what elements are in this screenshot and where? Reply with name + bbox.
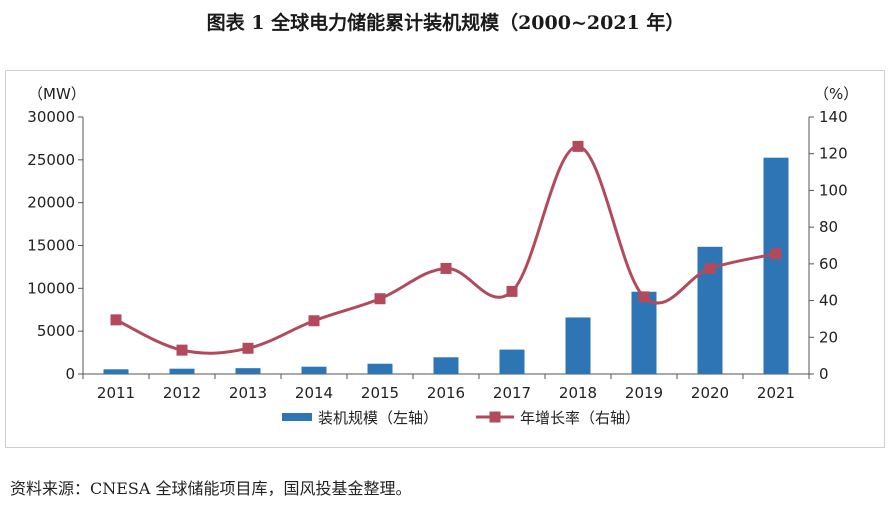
right-axis-unit: （%）	[814, 85, 858, 103]
right-tick-label: 80	[819, 218, 838, 236]
bar-2021	[763, 157, 789, 374]
left-tick-label: 25000	[27, 151, 75, 169]
growth-rate-line	[115, 144, 777, 355]
right-tick-label: 0	[819, 365, 829, 383]
x-tick-label: 2018	[559, 384, 597, 402]
growth-point-2020	[704, 262, 716, 274]
bar-2019	[631, 291, 657, 374]
left-tick-label: 5000	[37, 322, 75, 340]
combo-chart: 0 5000 10000 15000 20000 25000 30000 0 20 40 60 80 1…	[27, 85, 858, 427]
left-tick-label: 30000	[27, 108, 75, 126]
legend-bar-swatch	[282, 413, 312, 421]
x-tick-label: 2014	[295, 384, 333, 402]
x-tick-label: 2012	[163, 384, 201, 402]
chart-title: 图表 1 全球电力储能累计装机规模（2000~2021 年）	[206, 12, 685, 34]
x-tick-label: 2015	[361, 384, 399, 402]
bar-2016	[433, 357, 459, 374]
x-tick-label: 2017	[493, 384, 531, 402]
legend-bar-label: 装机规模（左轴）	[318, 409, 438, 427]
left-tick-label: 15000	[27, 237, 75, 255]
growth-point-2015	[374, 293, 386, 305]
bar-2018	[565, 317, 591, 374]
chart-frame: 0 5000 10000 15000 20000 25000 30000 0 20 40 60 80 1…	[5, 70, 885, 448]
growth-point-2012	[176, 344, 188, 356]
growth-point-2013	[242, 342, 254, 354]
right-tick-label: 100	[819, 181, 848, 199]
bar-2011	[103, 369, 129, 374]
bar-2015	[367, 363, 393, 374]
right-tick-label: 40	[819, 292, 838, 310]
growth-point-2014	[308, 315, 320, 327]
right-tick-label: 60	[819, 255, 838, 273]
left-tick-label: 0	[65, 365, 75, 383]
legend-line-marker	[489, 411, 501, 423]
growth-point-2016	[440, 262, 452, 274]
right-tick-label: 120	[819, 145, 848, 163]
bar-2017	[499, 349, 525, 374]
source-note: 资料来源：CNESA 全球储能项目库，国风投基金整理。	[10, 479, 412, 498]
right-tick-label: 140	[819, 108, 848, 126]
left-axis-unit: （MW）	[28, 85, 86, 103]
x-tick-label: 2021	[757, 384, 795, 402]
bar-2013	[235, 368, 261, 374]
growth-point-2021	[770, 248, 782, 260]
bar-2014	[301, 366, 327, 374]
bar-2012	[169, 368, 195, 374]
left-tick-label: 20000	[27, 194, 75, 212]
legend-line-label: 年增长率（右轴）	[520, 409, 640, 427]
x-tick-label: 2016	[427, 384, 465, 402]
growth-point-2017	[506, 285, 518, 297]
x-tick-label: 2020	[691, 384, 729, 402]
growth-point-2011	[110, 314, 122, 326]
right-tick-label: 20	[819, 328, 838, 346]
x-tick-label: 2013	[229, 384, 267, 402]
growth-point-2019	[638, 291, 650, 303]
growth-point-2018	[572, 140, 584, 152]
x-tick-label: 2011	[97, 384, 135, 402]
left-tick-label: 10000	[27, 279, 75, 297]
x-tick-label: 2019	[625, 384, 663, 402]
